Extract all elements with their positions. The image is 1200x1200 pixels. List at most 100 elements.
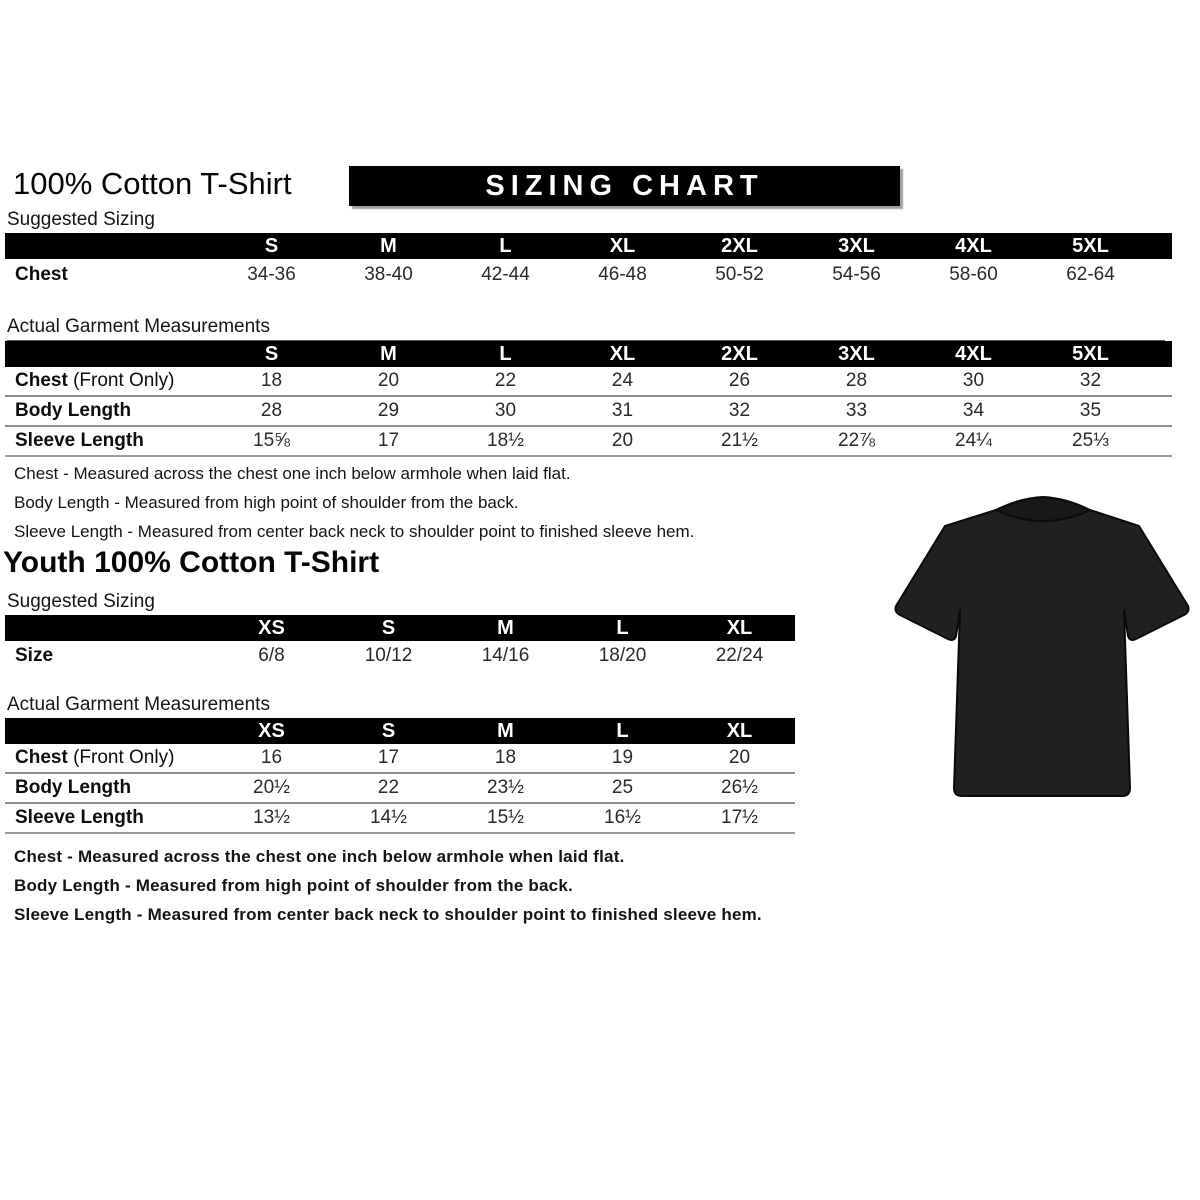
- table-cell: 31: [611, 400, 634, 421]
- table-cell: 13½: [253, 807, 290, 828]
- row-label-bold: Chest: [15, 747, 68, 768]
- table-cell: 20: [611, 430, 634, 451]
- row-label-bold: Size: [15, 645, 54, 666]
- column-header: S: [381, 719, 396, 742]
- table-cell: 22: [377, 777, 400, 798]
- column-header: M: [497, 616, 514, 639]
- column-header: XL: [609, 342, 636, 365]
- table-cell: 62-64: [1066, 264, 1115, 285]
- note-sleeve-length: Sleeve Length - Measured from center bac…: [14, 905, 762, 924]
- table-cell: 34: [962, 400, 985, 421]
- table-cell: 20: [728, 747, 751, 768]
- table-cell: 32: [1079, 370, 1102, 391]
- tshirt-collar-shape: [995, 496, 1091, 522]
- table-cell: 29: [377, 400, 400, 421]
- table-cell: 23½: [487, 777, 524, 798]
- table-cell: 46-48: [598, 264, 647, 285]
- table-cell: 22/24: [715, 645, 764, 666]
- youth-measurement-notes: Chest - Measured across the chest one in…: [14, 842, 762, 929]
- table-row: Sleeve Length 15⅝ 17 18½ 20 21½ 22⅞ 24¼ 25⅓: [5, 425, 1172, 457]
- table-header-row: XS S M L XL: [5, 718, 795, 744]
- table-cell: 16: [260, 747, 283, 768]
- sizing-chart-banner: SIZING CHART: [349, 166, 900, 206]
- adult-measurement-notes: Chest - Measured across the chest one in…: [14, 459, 694, 546]
- row-label-bold: Body Length: [15, 400, 132, 421]
- row-label: Chest (Front Only): [15, 747, 175, 768]
- column-header: XL: [726, 719, 753, 742]
- table-cell: 21½: [721, 430, 758, 451]
- table-row: Sleeve Length 13½ 14½ 15½ 16½ 17½: [5, 802, 795, 834]
- column-header: 2XL: [721, 234, 758, 257]
- table-cell: 26: [728, 370, 751, 391]
- sizing-chart-banner-label: SIZING CHART: [485, 169, 764, 202]
- column-header: S: [264, 342, 279, 365]
- column-header: XS: [258, 616, 285, 639]
- row-label-bold: Chest: [15, 370, 68, 391]
- youth-suggested-sizing-label: Suggested Sizing: [7, 591, 793, 617]
- column-header: L: [616, 616, 629, 639]
- table-row: Body Length 20½ 22 23½ 25 26½: [5, 772, 795, 802]
- table-cell: 17: [377, 430, 400, 451]
- adult-suggested-sizing-table: S M L XL 2XL 3XL 4XL 5XL Chest 34-36 38-40 42-44 46-…: [5, 233, 1172, 291]
- table-cell: 28: [845, 370, 868, 391]
- row-label: Chest: [5, 264, 213, 286]
- table-cell: 24¼: [955, 430, 992, 451]
- youth-garment-measurements-label: Actual Garment Measurements: [7, 694, 793, 720]
- youth-section-title: Youth 100% Cotton T-Shirt: [3, 546, 380, 579]
- table-cell: 16½: [604, 807, 641, 828]
- note-body-length: Body Length - Measured from high point o…: [14, 493, 519, 512]
- table-row: Chest (Front Only) 18 20 22 24 26 28 30 32: [5, 367, 1172, 395]
- table-row: Chest (Front Only) 16 17 18 19 20: [5, 744, 795, 772]
- table-cell: 18½: [487, 430, 524, 451]
- table-cell: 17½: [721, 807, 758, 828]
- column-header: 5XL: [1072, 342, 1109, 365]
- column-header: L: [616, 719, 629, 742]
- page-title: 100% Cotton T-Shirt: [13, 166, 292, 201]
- table-header-row: S M L XL 2XL 3XL 4XL 5XL: [5, 341, 1172, 367]
- column-header: L: [499, 234, 512, 257]
- note-chest: Chest - Measured across the chest one in…: [14, 847, 625, 866]
- column-header: XL: [726, 616, 753, 639]
- table-row: Size 6/8 10/12 14/16 18/20 22/24: [5, 641, 795, 671]
- column-header: 4XL: [955, 342, 992, 365]
- table-cell: 18: [494, 747, 517, 768]
- table-cell: 19: [611, 747, 634, 768]
- table-cell: 15⅝: [253, 430, 290, 451]
- table-cell: 30: [494, 400, 517, 421]
- column-header: 3XL: [838, 342, 875, 365]
- table-cell: 24: [611, 370, 634, 391]
- note-body-length: Body Length - Measured from high point o…: [14, 876, 573, 895]
- column-header: M: [497, 719, 514, 742]
- column-header: 2XL: [721, 342, 758, 365]
- adult-suggested-sizing-label: Suggested Sizing: [7, 209, 1165, 235]
- table-cell: 34-36: [247, 264, 296, 285]
- tshirt-body-shape: [894, 509, 1190, 797]
- table-cell: 10/12: [364, 645, 413, 666]
- column-header: M: [380, 234, 397, 257]
- row-label: Size: [5, 645, 213, 667]
- row-label-bold: Sleeve Length: [15, 807, 144, 828]
- table-cell: 38-40: [364, 264, 413, 285]
- table-cell: 26½: [721, 777, 758, 798]
- row-label-bold: Body Length: [15, 777, 132, 798]
- table-cell: 20: [377, 370, 400, 391]
- table-cell: 42-44: [481, 264, 530, 285]
- table-cell: 18/20: [598, 645, 647, 666]
- table-cell: 6/8: [258, 645, 285, 666]
- adult-garment-measurements-label: Actual Garment Measurements: [7, 316, 1165, 342]
- row-label: Chest (Front Only): [15, 370, 175, 391]
- table-header-row: XS S M L XL: [5, 615, 795, 641]
- table-cell: 30: [962, 370, 985, 391]
- row-label: Sleeve Length: [5, 807, 213, 829]
- table-cell: 35: [1079, 400, 1102, 421]
- table-cell: 15½: [487, 807, 524, 828]
- note-chest: Chest - Measured across the chest one in…: [14, 464, 571, 483]
- table-row: Chest 34-36 38-40 42-44 46-48 50-52 54-56 58-60…: [5, 259, 1172, 291]
- note-sleeve-length: Sleeve Length - Measured from center bac…: [14, 522, 695, 541]
- tshirt-product-image: [890, 496, 1190, 802]
- column-header: XL: [609, 234, 636, 257]
- column-header: 5XL: [1072, 234, 1109, 257]
- table-cell: 33: [845, 400, 868, 421]
- column-header: M: [380, 342, 397, 365]
